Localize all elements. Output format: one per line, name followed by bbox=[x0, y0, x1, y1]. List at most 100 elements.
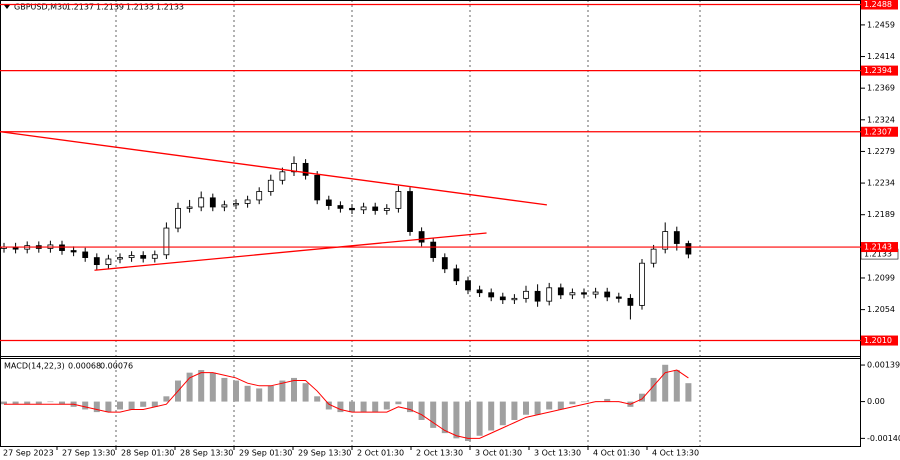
histogram-bar bbox=[407, 401, 413, 413]
candle-body bbox=[557, 287, 564, 296]
histogram-bar bbox=[93, 401, 100, 413]
histogram-bar bbox=[395, 401, 402, 405]
candle-body bbox=[453, 268, 460, 282]
histogram-bar bbox=[441, 401, 448, 434]
histogram-bar bbox=[685, 383, 692, 402]
candle-body bbox=[476, 289, 483, 294]
indicator-title: MACD(14,22,3) bbox=[4, 362, 65, 371]
candle-body bbox=[581, 292, 587, 295]
histogram-bar bbox=[1, 401, 7, 405]
plot-frame bbox=[0, 0, 861, 447]
histogram-bar bbox=[453, 401, 460, 439]
x-tick-label: 4 Oct 13:30 bbox=[652, 449, 699, 458]
level-label: 1.2010 bbox=[864, 336, 892, 345]
x-tick-label: 3 Oct 01:30 bbox=[475, 449, 522, 458]
histogram-bar bbox=[302, 383, 309, 402]
histogram-bar bbox=[534, 401, 541, 415]
y-tick-label: 0.00 bbox=[867, 397, 885, 406]
y-tick-label: 1.2414 bbox=[867, 52, 895, 61]
level-label-box bbox=[861, 0, 898, 10]
candle-body bbox=[441, 257, 448, 270]
candle-body bbox=[221, 204, 228, 208]
candle-body bbox=[70, 250, 77, 253]
y-tick-label: 1.2234 bbox=[867, 179, 895, 188]
level-label-box bbox=[861, 335, 898, 346]
candle-body bbox=[627, 297, 634, 306]
histogram-bar bbox=[499, 401, 506, 426]
candle-body bbox=[291, 162, 297, 173]
histogram-bar bbox=[488, 401, 495, 431]
x-tick-label: 28 Sep 01:30 bbox=[121, 449, 174, 458]
candle-body bbox=[372, 206, 379, 211]
x-tick-label: 4 Oct 01:30 bbox=[593, 449, 640, 458]
candle-body bbox=[662, 231, 669, 250]
y-tick-label: 1.2459 bbox=[867, 20, 895, 29]
histogram-bar bbox=[12, 401, 19, 405]
x-tick-label: 3 Oct 13:30 bbox=[534, 449, 581, 458]
y-tick-label: 1.2324 bbox=[867, 115, 895, 124]
candle-body bbox=[615, 296, 622, 299]
candle-body bbox=[592, 291, 599, 295]
candle-body bbox=[465, 280, 471, 291]
candle-body bbox=[534, 290, 541, 302]
histogram-bar bbox=[511, 401, 518, 420]
candle-body bbox=[233, 203, 239, 206]
y-tick-label: -0.00140 bbox=[867, 434, 900, 443]
candle-body bbox=[82, 251, 89, 258]
candle-body bbox=[499, 296, 506, 301]
y-tick-label: 1.2099 bbox=[867, 273, 895, 282]
histogram-bar bbox=[383, 401, 390, 410]
histogram-bar bbox=[117, 401, 123, 410]
x-tick-label: 29 Sep 01:30 bbox=[239, 449, 292, 458]
histogram-bar bbox=[105, 401, 112, 413]
level-label: 1.2307 bbox=[864, 127, 892, 136]
header-price: 1.2137 bbox=[66, 3, 94, 12]
y-tick-label: 0.00139 bbox=[867, 361, 900, 370]
header-price: 1.2139 bbox=[96, 3, 124, 12]
candle-body bbox=[175, 207, 181, 229]
y-tick-label: 1.2369 bbox=[867, 84, 895, 93]
histogram-bar bbox=[24, 401, 31, 405]
level-label-box bbox=[861, 242, 898, 253]
candle-body bbox=[407, 191, 413, 232]
candle-body bbox=[360, 206, 367, 211]
histogram-bar bbox=[662, 364, 669, 402]
histogram-bar bbox=[673, 370, 680, 402]
histogram-bar bbox=[360, 401, 367, 413]
candle-body bbox=[639, 262, 645, 306]
histogram-bar bbox=[59, 401, 65, 405]
histogram-bar bbox=[151, 401, 158, 407]
candle-body bbox=[59, 244, 65, 251]
candle-body bbox=[325, 199, 332, 206]
histogram-bar bbox=[140, 401, 147, 407]
histogram-bar bbox=[430, 401, 437, 428]
histogram-bar bbox=[221, 377, 228, 402]
candle-body bbox=[349, 207, 355, 211]
header-arrow bbox=[4, 5, 10, 9]
histogram-bar bbox=[557, 401, 564, 410]
indicator-value: 0.00076 bbox=[100, 362, 133, 371]
candle-body bbox=[383, 207, 390, 211]
histogram-bar bbox=[325, 401, 332, 410]
last-price-label: 1.2133 bbox=[864, 250, 892, 259]
level-label: 1.2488 bbox=[864, 0, 892, 9]
histogram-bar bbox=[291, 377, 297, 402]
candle-body bbox=[418, 231, 425, 243]
candle-body bbox=[151, 254, 158, 259]
histogram-bar bbox=[82, 401, 89, 410]
candle-body bbox=[244, 199, 251, 204]
histogram-bar bbox=[47, 401, 54, 403]
candle-body bbox=[198, 197, 205, 208]
level-label: 1.2143 bbox=[864, 243, 892, 252]
histogram-bar bbox=[476, 401, 483, 436]
histogram-bar bbox=[35, 401, 42, 405]
x-tick-label: 2 Oct 13:30 bbox=[416, 449, 463, 458]
x-tick-label: 2 Oct 01:30 bbox=[357, 449, 404, 458]
histogram-bar bbox=[372, 401, 379, 413]
indicator-value: 0.00068 bbox=[68, 362, 101, 371]
candle-body bbox=[302, 162, 309, 176]
candle-body bbox=[511, 297, 518, 301]
histogram-bar bbox=[523, 401, 529, 415]
level-label-box bbox=[861, 65, 898, 76]
